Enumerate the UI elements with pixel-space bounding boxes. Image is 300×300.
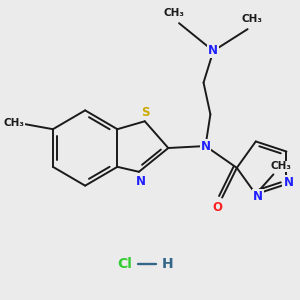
Text: O: O [212, 201, 222, 214]
Text: CH₃: CH₃ [164, 8, 185, 18]
Text: N: N [136, 175, 146, 188]
Text: CH₃: CH₃ [271, 161, 292, 172]
Text: CH₃: CH₃ [242, 14, 263, 24]
Text: Cl: Cl [117, 257, 132, 271]
Text: S: S [142, 106, 150, 119]
Text: N: N [200, 140, 211, 152]
Text: N: N [253, 190, 263, 203]
Text: CH₃: CH₃ [3, 118, 24, 128]
Text: H: H [162, 257, 173, 271]
Text: N: N [284, 176, 293, 189]
Text: N: N [208, 44, 218, 57]
